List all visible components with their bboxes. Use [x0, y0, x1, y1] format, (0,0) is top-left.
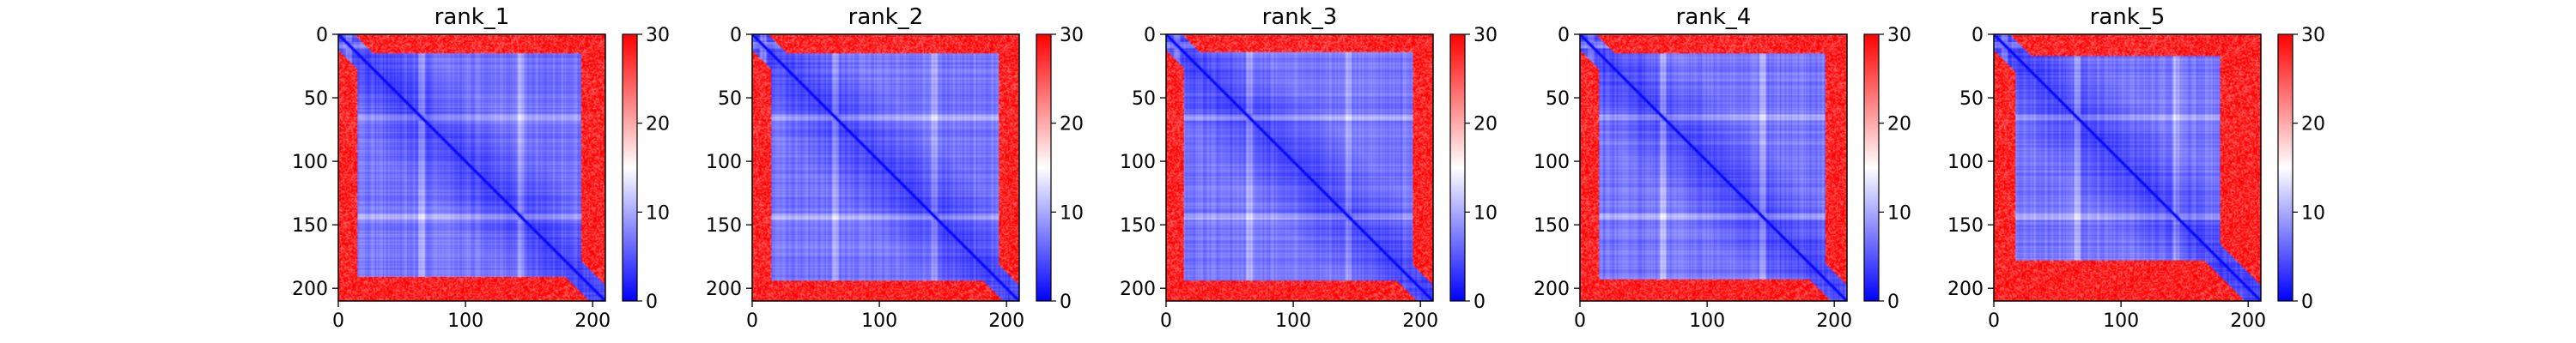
colorbar	[1036, 33, 1052, 302]
y-tick-label: 100	[1534, 152, 1570, 173]
panel-title: rank_2	[848, 4, 924, 30]
colorbar-tick-label: 30	[2301, 25, 2325, 46]
colorbar	[1863, 33, 1880, 302]
x-tick-label: 100	[1275, 310, 1311, 332]
colorbar-tick-label: 30	[646, 25, 670, 46]
heatmap-image	[338, 34, 605, 301]
colorbar-tick-label: 20	[646, 114, 670, 135]
x-tick-label: 100	[447, 310, 483, 332]
y-tick-label: 150	[292, 215, 328, 237]
heatmap-canvas	[1994, 34, 2261, 301]
x-tick-label: 200	[574, 310, 611, 332]
colorbar-tick-label: 10	[1060, 202, 1084, 224]
y-tick-label: 0	[1558, 25, 1570, 46]
x-tick-label: 200	[1402, 310, 1438, 332]
y-tick-label: 200	[706, 279, 742, 300]
colorbar	[2277, 33, 2293, 302]
y-tick-label: 50	[304, 88, 328, 110]
x-tick-label: 100	[2103, 310, 2139, 332]
y-tick-label: 150	[1947, 215, 1984, 237]
axes-frame	[751, 33, 1020, 302]
colorbar-tick-label: 0	[646, 292, 658, 313]
heatmap-canvas	[1166, 34, 1433, 301]
y-tick-label: 100	[1120, 152, 1156, 173]
y-tick-label: 50	[1546, 88, 1570, 110]
colorbar-tick-label: 10	[1473, 202, 1498, 224]
y-tick-label: 150	[1120, 215, 1156, 237]
colorbar-tick-label: 20	[2301, 114, 2325, 135]
colorbar-tick-label: 30	[1473, 25, 1498, 46]
y-tick-label: 150	[1534, 215, 1570, 237]
y-tick-label: 0	[730, 25, 742, 46]
x-tick-label: 100	[1689, 310, 1725, 332]
heatmap-image	[752, 34, 1019, 301]
x-tick-label: 200	[1816, 310, 1852, 332]
axes-frame	[1993, 33, 2262, 302]
x-tick-label: 0	[746, 310, 758, 332]
colorbar-tick-label: 0	[1060, 292, 1072, 313]
y-tick-label: 200	[292, 279, 328, 300]
y-tick-label: 100	[1947, 152, 1984, 173]
colorbar-tick-label: 20	[1473, 114, 1498, 135]
y-tick-label: 0	[1144, 25, 1156, 46]
axes-frame	[337, 33, 606, 302]
y-tick-label: 200	[1947, 279, 1984, 300]
heatmap-image	[1166, 34, 1433, 301]
y-tick-label: 50	[718, 88, 742, 110]
x-tick-label: 200	[988, 310, 1024, 332]
colorbar-tick-label: 0	[1473, 292, 1485, 313]
heatmap-canvas	[1580, 34, 1847, 301]
y-tick-label: 0	[1971, 25, 1984, 46]
colorbar-tick-label: 10	[2301, 202, 2325, 224]
colorbar	[1449, 33, 1466, 302]
x-tick-label: 0	[332, 310, 344, 332]
x-tick-label: 0	[1988, 310, 2000, 332]
y-tick-label: 150	[706, 215, 742, 237]
colorbar-tick-label: 10	[646, 202, 670, 224]
y-tick-label: 0	[316, 25, 328, 46]
x-tick-label: 0	[1160, 310, 1172, 332]
colorbar-tick-label: 30	[1060, 25, 1084, 46]
heatmap-canvas	[752, 34, 1019, 301]
y-tick-label: 100	[706, 152, 742, 173]
axes-frame	[1165, 33, 1434, 302]
y-tick-label: 200	[1120, 279, 1156, 300]
heatmap-canvas	[338, 34, 605, 301]
heatmap-image	[1580, 34, 1847, 301]
y-tick-label: 200	[1534, 279, 1570, 300]
colorbar-tick-label: 10	[1887, 202, 1911, 224]
colorbar-tick-label: 20	[1887, 114, 1911, 135]
colorbar-tick-label: 30	[1887, 25, 1911, 46]
y-tick-label: 100	[292, 152, 328, 173]
y-tick-label: 50	[1959, 88, 1984, 110]
x-tick-label: 100	[861, 310, 897, 332]
panel-title: rank_5	[2090, 4, 2166, 30]
panel-title: rank_3	[1262, 4, 1338, 30]
colorbar	[622, 33, 638, 302]
panel-title: rank_4	[1676, 4, 1752, 30]
axes-frame	[1579, 33, 1848, 302]
y-tick-label: 50	[1132, 88, 1156, 110]
heatmap-image	[1994, 34, 2261, 301]
colorbar-tick-label: 0	[2301, 292, 2313, 313]
panel-title: rank_1	[434, 4, 510, 30]
colorbar-tick-label: 0	[1887, 292, 1899, 313]
x-tick-label: 200	[2230, 310, 2266, 332]
colorbar-tick-label: 20	[1060, 114, 1084, 135]
x-tick-label: 0	[1574, 310, 1586, 332]
